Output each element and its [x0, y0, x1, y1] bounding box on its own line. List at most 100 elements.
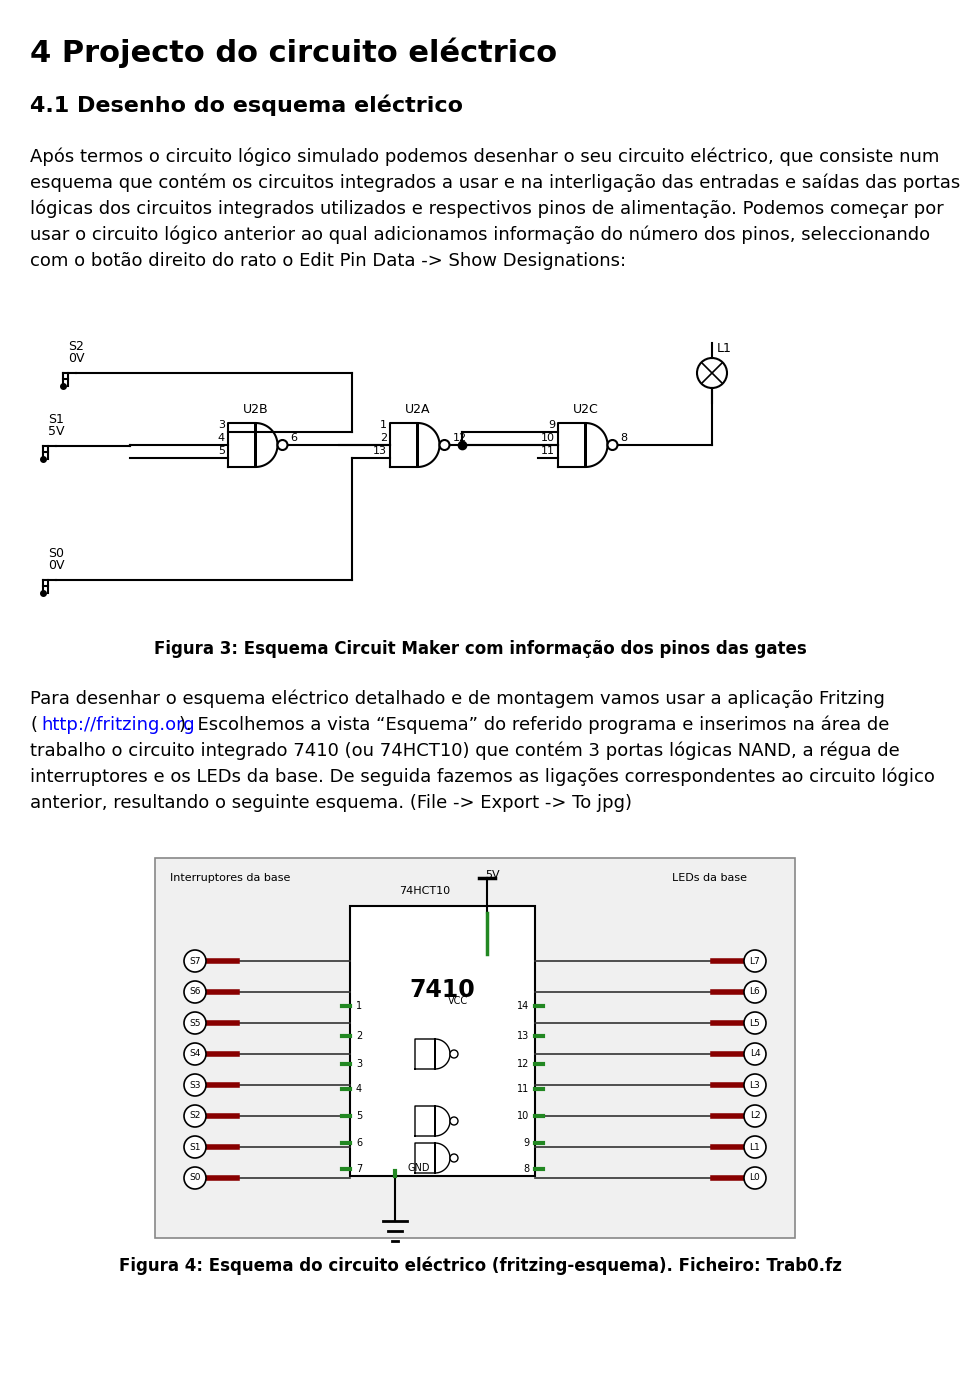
Text: 0V: 0V — [68, 352, 84, 364]
Circle shape — [440, 440, 449, 451]
Text: anterior, resultando o seguinte esquema. (File -> Export -> To jpg): anterior, resultando o seguinte esquema.… — [30, 794, 632, 812]
Circle shape — [184, 1167, 206, 1189]
Text: 6: 6 — [291, 433, 298, 442]
Text: S4: S4 — [189, 1049, 201, 1059]
Text: trabalho o circuito integrado 7410 (ou 74HCT10) que contém 3 portas lógicas NAND: trabalho o circuito integrado 7410 (ou 7… — [30, 741, 900, 761]
Text: S2: S2 — [189, 1111, 201, 1121]
Text: 13: 13 — [516, 1031, 529, 1040]
Circle shape — [184, 950, 206, 972]
Text: 3: 3 — [356, 1059, 362, 1070]
Polygon shape — [415, 1039, 450, 1070]
Text: VCC: VCC — [447, 996, 468, 1006]
Text: com o botão direito do rato o Edit Pin Data -> Show Designations:: com o botão direito do rato o Edit Pin D… — [30, 252, 626, 270]
Text: 5: 5 — [356, 1111, 362, 1121]
Circle shape — [184, 1043, 206, 1066]
Text: LEDs da base: LEDs da base — [673, 874, 748, 883]
Text: 4: 4 — [218, 433, 225, 442]
Circle shape — [450, 1117, 458, 1125]
Text: 9: 9 — [548, 420, 555, 430]
Circle shape — [184, 1074, 206, 1096]
Text: 1: 1 — [356, 1002, 362, 1011]
Text: 1: 1 — [380, 420, 387, 430]
Text: S1: S1 — [48, 413, 64, 426]
Circle shape — [608, 440, 617, 451]
Circle shape — [744, 1167, 766, 1189]
Text: ). Escolhemos a vista “Esquema” do referido programa e inserimos na área de: ). Escolhemos a vista “Esquema” do refer… — [179, 716, 889, 734]
Circle shape — [184, 981, 206, 1003]
Circle shape — [184, 1104, 206, 1127]
Text: 4: 4 — [356, 1084, 362, 1093]
Text: L2: L2 — [750, 1111, 760, 1121]
Text: Figura 3: Esquema Circuit Maker com informação dos pinos das gates: Figura 3: Esquema Circuit Maker com info… — [154, 640, 806, 658]
Circle shape — [744, 981, 766, 1003]
Text: L3: L3 — [750, 1081, 760, 1089]
Polygon shape — [558, 423, 608, 467]
Circle shape — [450, 1155, 458, 1161]
Text: 5V: 5V — [48, 426, 64, 438]
Text: interruptores e os LEDs da base. De seguida fazemos as ligações correspondentes : interruptores e os LEDs da base. De segu… — [30, 768, 935, 786]
Circle shape — [184, 1136, 206, 1157]
Circle shape — [744, 1043, 766, 1066]
Circle shape — [744, 1136, 766, 1157]
Text: 14: 14 — [516, 1002, 529, 1011]
Text: S2: S2 — [68, 339, 84, 353]
Text: U2B: U2B — [243, 403, 269, 416]
Text: 12: 12 — [516, 1059, 529, 1070]
Text: 8: 8 — [523, 1164, 529, 1174]
Polygon shape — [228, 423, 277, 467]
Circle shape — [744, 1013, 766, 1034]
Polygon shape — [415, 1106, 450, 1136]
Circle shape — [744, 1104, 766, 1127]
Text: 4.1 Desenho do esquema eléctrico: 4.1 Desenho do esquema eléctrico — [30, 95, 463, 117]
Text: S1: S1 — [189, 1142, 201, 1152]
Polygon shape — [390, 423, 440, 467]
Text: S7: S7 — [189, 957, 201, 965]
Text: L1: L1 — [717, 342, 732, 355]
Text: S0: S0 — [48, 547, 64, 561]
Polygon shape — [415, 1143, 450, 1173]
Text: 13: 13 — [373, 447, 387, 456]
Text: U2C: U2C — [573, 403, 599, 416]
Text: Após termos o circuito lógico simulado podemos desenhar o seu circuito eléctrico: Após termos o circuito lógico simulado p… — [30, 147, 940, 167]
Text: 9: 9 — [523, 1138, 529, 1148]
Text: 2: 2 — [356, 1031, 362, 1040]
Text: S5: S5 — [189, 1018, 201, 1028]
Text: 8: 8 — [620, 433, 628, 442]
Text: 0V: 0V — [48, 559, 64, 572]
Text: 6: 6 — [356, 1138, 362, 1148]
Text: 5: 5 — [218, 447, 225, 456]
Text: L5: L5 — [750, 1018, 760, 1028]
Text: 3: 3 — [218, 420, 225, 430]
Circle shape — [697, 357, 727, 388]
Text: L1: L1 — [750, 1142, 760, 1152]
Text: S6: S6 — [189, 988, 201, 996]
Text: http://fritzing.org: http://fritzing.org — [41, 716, 195, 734]
Text: Figura 4: Esquema do circuito eléctrico (fritzing-esquema). Ficheiro: Trab0.fz: Figura 4: Esquema do circuito eléctrico … — [119, 1256, 841, 1276]
Bar — [350, 906, 535, 1175]
Text: L7: L7 — [750, 957, 760, 965]
Text: 74HCT10: 74HCT10 — [399, 886, 450, 896]
Circle shape — [184, 1013, 206, 1034]
Text: usar o circuito lógico anterior ao qual adicionamos informação do número dos pin: usar o circuito lógico anterior ao qual … — [30, 225, 930, 245]
Text: 7: 7 — [356, 1164, 362, 1174]
Text: L4: L4 — [750, 1049, 760, 1059]
Text: U2A: U2A — [405, 403, 430, 416]
Text: lógicas dos circuitos integrados utilizados e respectivos pinos de alimentação. : lógicas dos circuitos integrados utiliza… — [30, 200, 944, 218]
Text: Interruptores da base: Interruptores da base — [170, 874, 290, 883]
Text: esquema que contém os circuitos integrados a usar e na interligação das entradas: esquema que contém os circuitos integrad… — [30, 174, 960, 192]
Text: 2: 2 — [380, 433, 387, 442]
Text: 11: 11 — [516, 1084, 529, 1093]
Text: 10: 10 — [516, 1111, 529, 1121]
Text: Para desenhar o esquema eléctrico detalhado e de montagem vamos usar a aplicação: Para desenhar o esquema eléctrico detalh… — [30, 690, 885, 708]
Circle shape — [744, 950, 766, 972]
Text: S3: S3 — [189, 1081, 201, 1089]
Text: 12: 12 — [452, 433, 467, 442]
Circle shape — [277, 440, 287, 451]
Text: L0: L0 — [750, 1174, 760, 1182]
Circle shape — [450, 1050, 458, 1059]
Text: S0: S0 — [189, 1174, 201, 1182]
Text: 11: 11 — [541, 447, 555, 456]
Text: 10: 10 — [541, 433, 555, 442]
Bar — [155, 858, 795, 1238]
Text: (: ( — [30, 716, 37, 734]
